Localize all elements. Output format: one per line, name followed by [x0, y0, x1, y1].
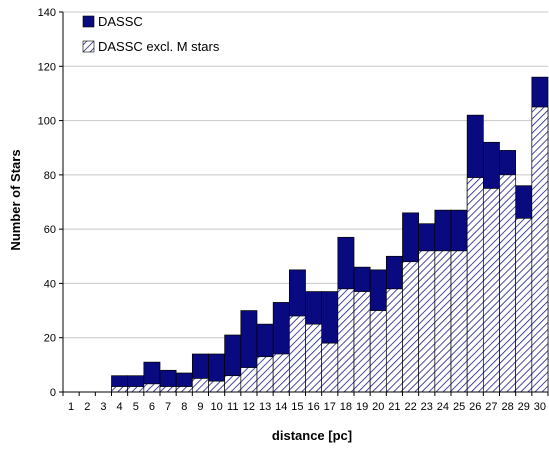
- x-tick-label: 8: [181, 401, 187, 413]
- x-tick-label: 20: [372, 401, 384, 413]
- x-tick-label: 6: [149, 401, 155, 413]
- bar-dassc-excl-m: [240, 367, 258, 393]
- legend-label-dassc-excl-m: DASSC excl. M stars: [98, 39, 220, 54]
- x-tick-label: 12: [243, 401, 255, 413]
- series-dassc-excl-m: [111, 106, 549, 393]
- x-tick-label: 1: [68, 401, 74, 413]
- gridlines: [63, 11, 548, 339]
- bar-dassc-excl-m: [256, 356, 274, 393]
- bar-dassc-excl-m: [353, 291, 371, 393]
- x-tick-label: 2: [84, 401, 90, 413]
- y-tick-labels: 0 20 40 60 80 100 120 140: [38, 7, 56, 399]
- bar-dassc-excl-m: [143, 383, 161, 393]
- x-tick-label: 14: [275, 401, 287, 413]
- x-tick-label: 23: [421, 401, 433, 413]
- x-tick-label: 18: [340, 401, 352, 413]
- x-tick-label: 10: [210, 401, 222, 413]
- bar-dassc-excl-m: [499, 174, 517, 393]
- bar-dassc-excl-m: [531, 106, 549, 393]
- x-tick-label: 5: [133, 401, 139, 413]
- bar-dassc-excl-m: [305, 323, 323, 393]
- x-tick-label: 21: [388, 401, 400, 413]
- legend-swatch-dassc-excl-m: [82, 40, 95, 53]
- x-tick-label: 15: [291, 401, 303, 413]
- x-tick-label: 7: [165, 401, 171, 413]
- bar-dassc-excl-m: [515, 217, 533, 393]
- x-tick-label: 13: [259, 401, 271, 413]
- legend-label-dassc: DASSC: [98, 14, 143, 29]
- x-tick-label: 26: [469, 401, 481, 413]
- x-tick-label: 29: [518, 401, 530, 413]
- bar-dassc-excl-m: [466, 177, 484, 393]
- x-tick-label: 27: [485, 401, 497, 413]
- y-tick-label: 140: [38, 7, 56, 19]
- x-tick-label: 19: [356, 401, 368, 413]
- bar-dassc-excl-m: [111, 386, 129, 393]
- x-tick-label: 17: [324, 401, 336, 413]
- y-tick-label: 20: [44, 333, 56, 345]
- y-tick-label: 60: [44, 224, 56, 236]
- y-tick-label: 80: [44, 170, 56, 182]
- legend-swatch-dassc: [82, 15, 95, 28]
- bar-dassc-excl-m: [191, 378, 209, 393]
- legend: DASSC DASSC excl. M stars: [82, 14, 220, 54]
- x-tick-label: 16: [307, 401, 319, 413]
- bar-dassc-excl-m: [288, 315, 306, 393]
- bar-dassc-excl-m: [208, 380, 226, 393]
- bar-dassc-excl-m: [127, 386, 145, 393]
- bar-dassc-excl-m: [434, 250, 452, 393]
- bar-dassc-excl-m: [321, 342, 339, 393]
- y-tick-label: 120: [38, 61, 56, 73]
- x-tick-label: 4: [117, 401, 123, 413]
- x-tick-label: 11: [227, 401, 238, 413]
- bar-dassc-excl-m: [385, 288, 403, 393]
- bar-dassc-excl-m: [482, 188, 500, 393]
- bar-dassc-excl-m: [369, 310, 387, 393]
- bar-dassc-excl-m: [402, 261, 420, 393]
- axes: [59, 11, 549, 396]
- y-tick-label: 0: [50, 387, 56, 399]
- x-axis-title: distance [pc]: [272, 428, 352, 443]
- y-axis-title: Number of Stars: [8, 149, 23, 250]
- bar-dassc-excl-m: [418, 250, 436, 393]
- x-tick-labels: 1 2 3 4 5 6 7 8 9 10 11 12 13 14 15 16 17 18 19 20 21 22 23 24 2…: [68, 401, 546, 413]
- x-tick-label: 9: [197, 401, 203, 413]
- x-tick-label: 30: [534, 401, 546, 413]
- x-tick-label: 3: [100, 401, 106, 413]
- bar-dassc-excl-m: [175, 386, 193, 393]
- x-tick-label: 25: [453, 401, 465, 413]
- y-tick-label: 100: [38, 116, 56, 128]
- bar-dassc-excl-m: [272, 353, 290, 393]
- bar-dassc-excl-m: [224, 375, 242, 393]
- bar-dassc-excl-m: [159, 386, 177, 393]
- x-tick-label: 28: [501, 401, 513, 413]
- x-tick-label: 22: [404, 401, 416, 413]
- bar-dassc-excl-m: [450, 250, 468, 393]
- x-tick-label: 24: [437, 401, 449, 413]
- bar-dassc-excl-m: [337, 288, 355, 393]
- y-tick-label: 40: [44, 278, 56, 290]
